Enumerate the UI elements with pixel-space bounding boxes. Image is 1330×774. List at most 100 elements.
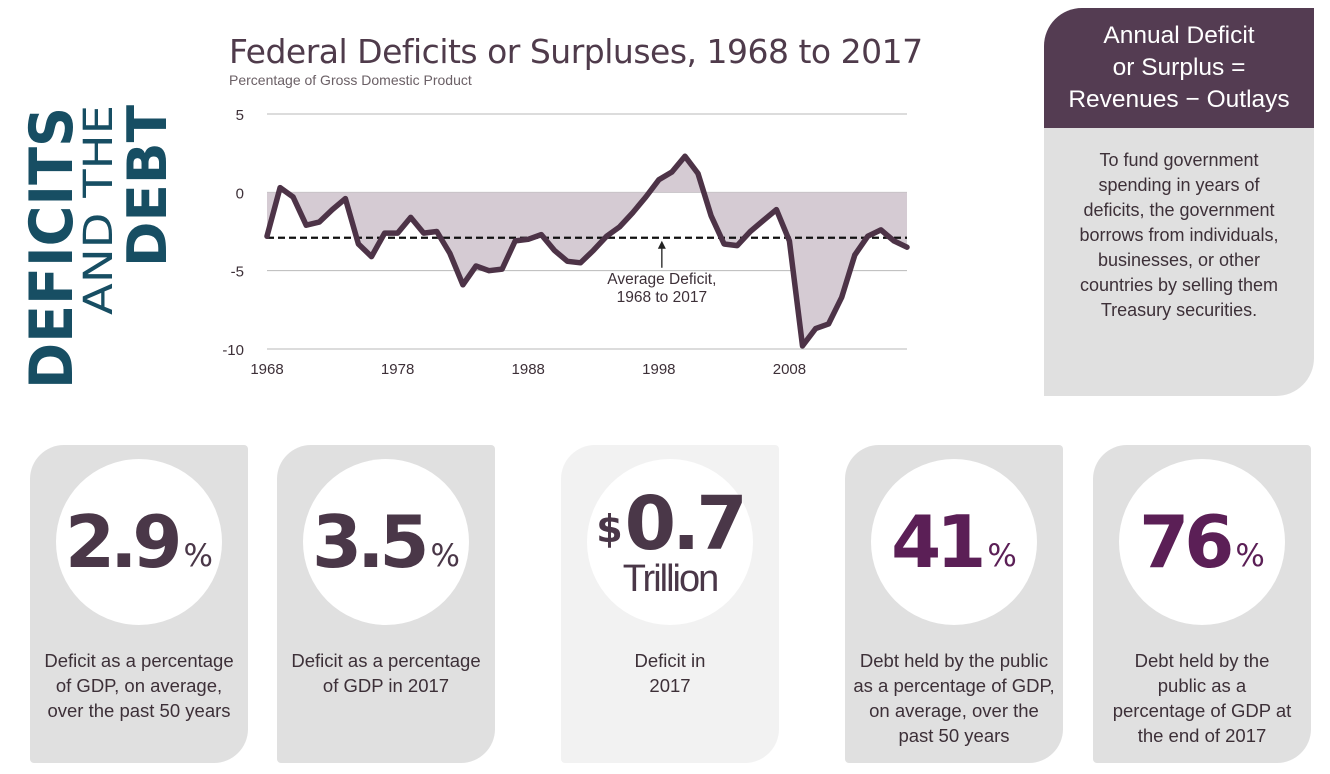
side-title-line3: DEBT xyxy=(116,105,179,267)
stat-circle: 3.5% xyxy=(303,459,469,625)
data-point-2007 xyxy=(773,207,779,212)
stat-card-debt-2017: 76% Debt held by the public as a percent… xyxy=(1093,445,1311,763)
data-point-2001 xyxy=(695,171,701,176)
stat-description: Debt held by the public as a percentage … xyxy=(853,650,1055,746)
stat-description: Deficit as a percentage of GDP, on avera… xyxy=(44,650,234,721)
data-point-1968 xyxy=(264,233,270,239)
data-point-2005 xyxy=(747,229,753,234)
data-point-2017 xyxy=(904,244,910,250)
arrow-head xyxy=(657,240,666,249)
deficit-series-line xyxy=(264,153,910,349)
average-label-line2: 1968 to 2017 xyxy=(617,289,708,306)
data-point-2004 xyxy=(734,243,740,249)
data-point-2015 xyxy=(878,227,884,233)
chart-title: Federal Deficits or Surpluses, 1968 to 2… xyxy=(229,32,923,71)
stat-suffix: % xyxy=(183,538,213,574)
stat-card-avg-deficit: 2.9% Deficit as a percentage of GDP, on … xyxy=(30,445,248,763)
stat-circle: 76% xyxy=(1119,459,1285,625)
data-point-1976 xyxy=(369,254,374,259)
stat-suffix: % xyxy=(1235,538,1265,574)
stat-circle: 41% xyxy=(871,459,1037,625)
stat-value: 41 xyxy=(891,500,986,584)
data-point-1985 xyxy=(486,268,492,274)
y-tick-label: 0 xyxy=(236,185,244,202)
data-point-1996 xyxy=(630,210,636,216)
data-point-2012 xyxy=(839,294,845,300)
data-point-1975 xyxy=(356,241,361,247)
data-point-1983 xyxy=(460,282,466,288)
data-point-1978 xyxy=(395,230,401,236)
stat-circle: $0.7 Trillion xyxy=(587,459,753,625)
data-point-1995 xyxy=(617,224,623,230)
data-point-1979 xyxy=(408,215,414,220)
chart-subtitle: Percentage of Gross Domestic Product xyxy=(229,72,472,88)
data-point-2009 xyxy=(800,343,805,349)
data-point-1981 xyxy=(434,229,440,234)
data-point-1972 xyxy=(316,219,322,225)
x-tick-label: 1988 xyxy=(512,361,545,378)
money-value: $0.7 Trillion xyxy=(596,481,748,600)
data-point-1977 xyxy=(382,230,387,236)
x-tick-label: 2008 xyxy=(773,361,806,378)
x-tick-label: 1978 xyxy=(381,361,414,378)
data-point-1989 xyxy=(538,232,544,238)
data-point-1973 xyxy=(329,207,335,212)
data-point-1982 xyxy=(447,251,453,256)
data-point-1993 xyxy=(591,247,596,253)
data-point-2006 xyxy=(760,218,766,223)
stat-unit: Trillion xyxy=(622,558,719,600)
data-point-2014 xyxy=(865,233,871,239)
deficit-area xyxy=(267,156,907,346)
side-title-line2: AND THE xyxy=(76,105,122,315)
average-label-line1: Average Deficit, xyxy=(607,271,716,288)
stat-circle: 2.9% xyxy=(56,459,222,625)
y-tick-label: -5 xyxy=(231,264,244,281)
formula-header: Annual Deficit or Surplus = Revenues − O… xyxy=(1044,8,1314,128)
data-point-2011 xyxy=(826,321,832,327)
data-point-2013 xyxy=(852,252,858,258)
data-point-1970 xyxy=(290,194,296,200)
stat-description: Debt held by the public as a percentage … xyxy=(1112,650,1292,746)
data-point-1984 xyxy=(473,263,479,269)
stat-suffix: % xyxy=(987,538,1017,574)
formula-line3: Revenues − Outlays xyxy=(1068,86,1290,113)
stat-value: 2.9 xyxy=(64,500,183,584)
data-point-1994 xyxy=(604,233,609,239)
data-point-1998 xyxy=(656,177,662,183)
formula-body-text: To fund government spending in years of … xyxy=(1079,150,1279,320)
stat-value: 3.5 xyxy=(311,500,430,584)
side-title-graphic: DEFICITS AND THE DEBT xyxy=(17,105,179,389)
data-point-1988 xyxy=(525,236,531,242)
data-point-1992 xyxy=(578,260,583,266)
x-tick-label: 1998 xyxy=(642,361,675,378)
x-tick-label: 1968 xyxy=(250,361,283,378)
data-point-1999 xyxy=(669,169,675,175)
y-tick-label: -10 xyxy=(222,342,244,359)
data-point-1990 xyxy=(551,247,557,253)
stat-card-deficit-2017: 3.5% Deficit as a percentage of GDP in 2… xyxy=(277,445,495,763)
data-point-1991 xyxy=(565,258,570,264)
data-point-2000 xyxy=(682,153,688,159)
dollar-sign: $ xyxy=(596,507,623,551)
data-point-1986 xyxy=(499,266,505,272)
side-title-line1: DEFICITS xyxy=(20,107,87,389)
deficit-chart: Average Deficit,1968 to 2017 5 0 -5 -10 1968… xyxy=(222,107,910,378)
data-point-1974 xyxy=(342,196,348,201)
stat-value: 0.7 xyxy=(624,481,748,567)
data-point-2002 xyxy=(708,213,714,219)
formula-line1: Annual Deficit xyxy=(1103,22,1255,49)
data-point-1969 xyxy=(277,185,283,191)
data-point-1971 xyxy=(303,222,309,228)
side-title: DEFICITS AND THE DEBT xyxy=(17,100,180,395)
stat-description: Deficit as a percentage of GDP in 2017 xyxy=(291,650,481,696)
data-point-2008 xyxy=(787,238,792,244)
data-point-2016 xyxy=(891,238,897,244)
data-point-1980 xyxy=(421,230,427,236)
stat-suffix: % xyxy=(430,538,460,574)
data-point-2003 xyxy=(721,241,727,247)
stat-card-avg-debt: 41% Debt held by the public as a percent… xyxy=(845,445,1063,763)
stat-value: 76 xyxy=(1139,500,1234,584)
data-point-1987 xyxy=(512,238,518,244)
y-tick-label: 5 xyxy=(236,107,244,124)
data-point-1997 xyxy=(643,194,649,200)
